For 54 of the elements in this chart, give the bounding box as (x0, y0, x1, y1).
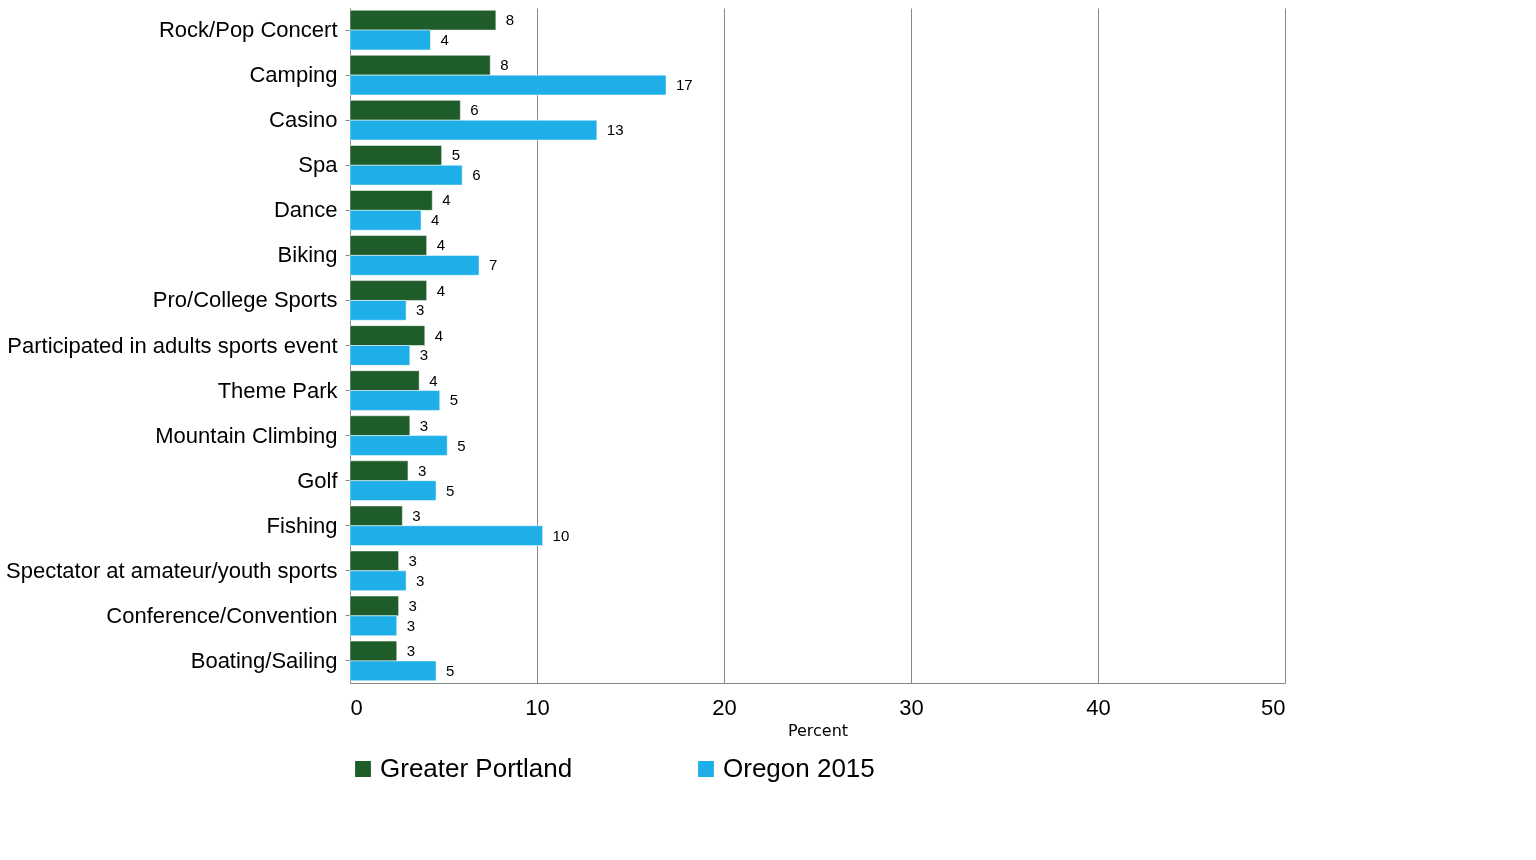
data-label: 4 (434, 326, 444, 344)
y-tick-label: Participated in adults sports event (7, 332, 338, 358)
data-label: 4 (440, 30, 449, 48)
y-tick-label: Dance (273, 197, 338, 223)
data-label: 3 (416, 571, 425, 589)
data-label: 5 (449, 391, 459, 409)
data-label: 6 (472, 166, 481, 184)
data-label: 6 (470, 101, 479, 119)
data-label: 4 (436, 236, 446, 254)
data-label: 7 (489, 256, 498, 274)
data-label: 4 (442, 191, 451, 209)
x-tick-label: 30 (899, 694, 924, 720)
y-tick-label: Spectator at amateur/youth sports (6, 557, 338, 583)
y-tick-label: Golf (297, 467, 339, 493)
data-label: 3 (408, 596, 417, 614)
y-tick-label: Boating/Sailing (190, 647, 338, 673)
x-tick-label: 40 (1086, 694, 1111, 720)
data-label: 4 (431, 211, 440, 229)
x-tick-label: 10 (525, 694, 550, 720)
y-tick-label: Rock/Pop Concert (158, 17, 338, 43)
data-label: 4 (429, 371, 438, 389)
y-tick-label: Mountain Climbing (155, 422, 338, 448)
y-tick-label: Camping (249, 62, 338, 88)
data-label: 3 (416, 301, 425, 319)
data-label: 5 (451, 146, 460, 164)
x-tick-label: 50 (1261, 694, 1286, 720)
y-tick-label: Theme Park (217, 377, 339, 403)
data-label: 5 (457, 436, 466, 454)
data-label: 17 (676, 76, 693, 94)
data-label: 3 (419, 416, 429, 434)
y-tick-label: Casino (269, 107, 338, 133)
x-axis-title: Percent (787, 720, 849, 740)
data-label: 3 (406, 642, 416, 660)
data-label: 8 (505, 11, 515, 29)
y-tick-label: Biking (277, 242, 338, 268)
data-label: 3 (419, 346, 429, 364)
data-label: 5 (446, 481, 455, 499)
legend-label: Oregon 2015 (723, 753, 875, 783)
data-label: 3 (406, 616, 416, 634)
x-tick-label: 0 (350, 694, 363, 720)
data-label: 3 (412, 506, 421, 524)
data-label: 3 (417, 461, 427, 479)
x-tick-label: 20 (712, 694, 737, 720)
y-tick-label: Fishing (266, 512, 338, 538)
y-tick-label: Spa (298, 152, 339, 178)
data-label: 4 (436, 281, 446, 299)
data-label: 3 (408, 551, 417, 569)
legend-label: Greater Portland (380, 753, 573, 783)
data-label: 8 (500, 56, 509, 74)
data-label: 10 (552, 526, 570, 544)
y-tick-label: Conference/Convention (106, 602, 338, 628)
data-label: 13 (606, 121, 624, 139)
data-label: 5 (446, 661, 455, 679)
y-tick-label: Pro/College Sports (152, 287, 338, 313)
